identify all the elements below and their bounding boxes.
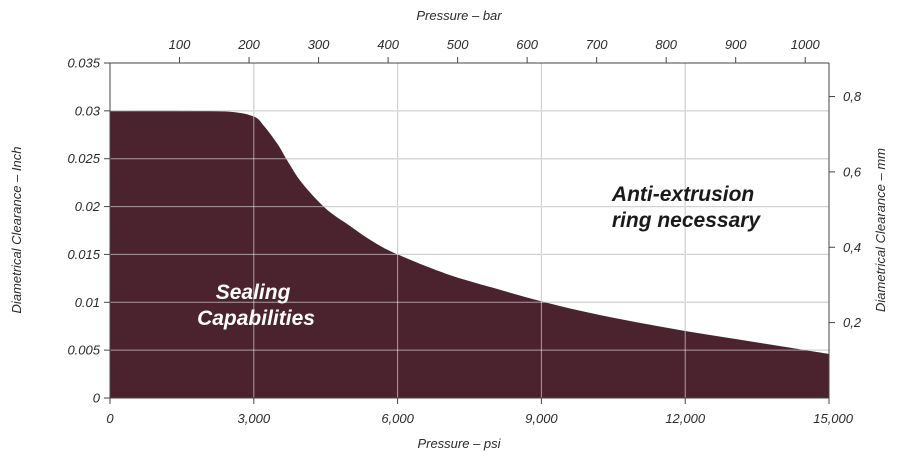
x2-tick-label: 600	[516, 37, 538, 52]
sealing-capabilities-label: Sealing Capabilities	[197, 281, 315, 330]
y2-tick-label: 0,6	[843, 164, 862, 179]
sealing-label-line-2: Capabilities	[197, 307, 315, 330]
anti-extrusion-label: Anti-extrusion ring necessary	[611, 183, 762, 232]
x2-tick-label: 900	[725, 37, 747, 52]
y-tick-label: 0.005	[67, 343, 100, 358]
axes-layer	[104, 57, 835, 404]
x2-tick-label: 100	[169, 37, 191, 52]
y-tick-label: 0.015	[67, 247, 100, 262]
anti-extrusion-line-2: ring necessary	[612, 209, 762, 232]
x2-axis-title: Pressure – bar	[416, 8, 502, 23]
y-tick-label: 0.025	[67, 151, 100, 166]
x2-tick-label: 400	[377, 37, 399, 52]
x2-tick-label: 200	[237, 37, 260, 52]
y-tick-label: 0.01	[75, 295, 100, 310]
y-tick-label: 0.02	[75, 199, 101, 214]
y2-tick-label: 0,2	[843, 315, 862, 330]
sealing-capabilities-area	[110, 110, 829, 398]
x-axis-title: Pressure – psi	[417, 436, 501, 451]
tick-labels-layer: 0 0.005 0.01 0.015 0.02 0.025 0.03 0.035 0 3,000 6…	[67, 37, 861, 426]
x-tick-label: 0	[106, 411, 114, 426]
y2-tick-label: 0,8	[843, 89, 862, 104]
x2-tick-label: 300	[308, 37, 330, 52]
x2-tick-label: 700	[586, 37, 608, 52]
y-tick-label: 0.03	[75, 103, 101, 118]
x-tick-label: 15,000	[813, 411, 854, 426]
x-tick-label: 6,000	[381, 411, 414, 426]
y-axis-title: Diametrical Clearance – Inch	[9, 147, 24, 314]
x-tick-label: 12,000	[665, 411, 706, 426]
x-tick-label: 3,000	[238, 411, 271, 426]
y-tick-label: 0.035	[67, 56, 100, 71]
x2-tick-label: 500	[447, 37, 469, 52]
x-tick-label: 9,000	[525, 411, 558, 426]
sealing-label-line-1: Sealing	[216, 281, 291, 304]
y2-axis-title: Diametrical Clearance – mm	[873, 148, 888, 312]
grid-over-layer	[110, 63, 829, 398]
x2-tick-label: 1000	[791, 37, 821, 52]
y-tick-label: 0	[93, 391, 101, 406]
anti-extrusion-line-1: Anti-extrusion	[611, 183, 754, 206]
y2-tick-label: 0,4	[843, 240, 861, 255]
x2-tick-label: 800	[655, 37, 677, 52]
